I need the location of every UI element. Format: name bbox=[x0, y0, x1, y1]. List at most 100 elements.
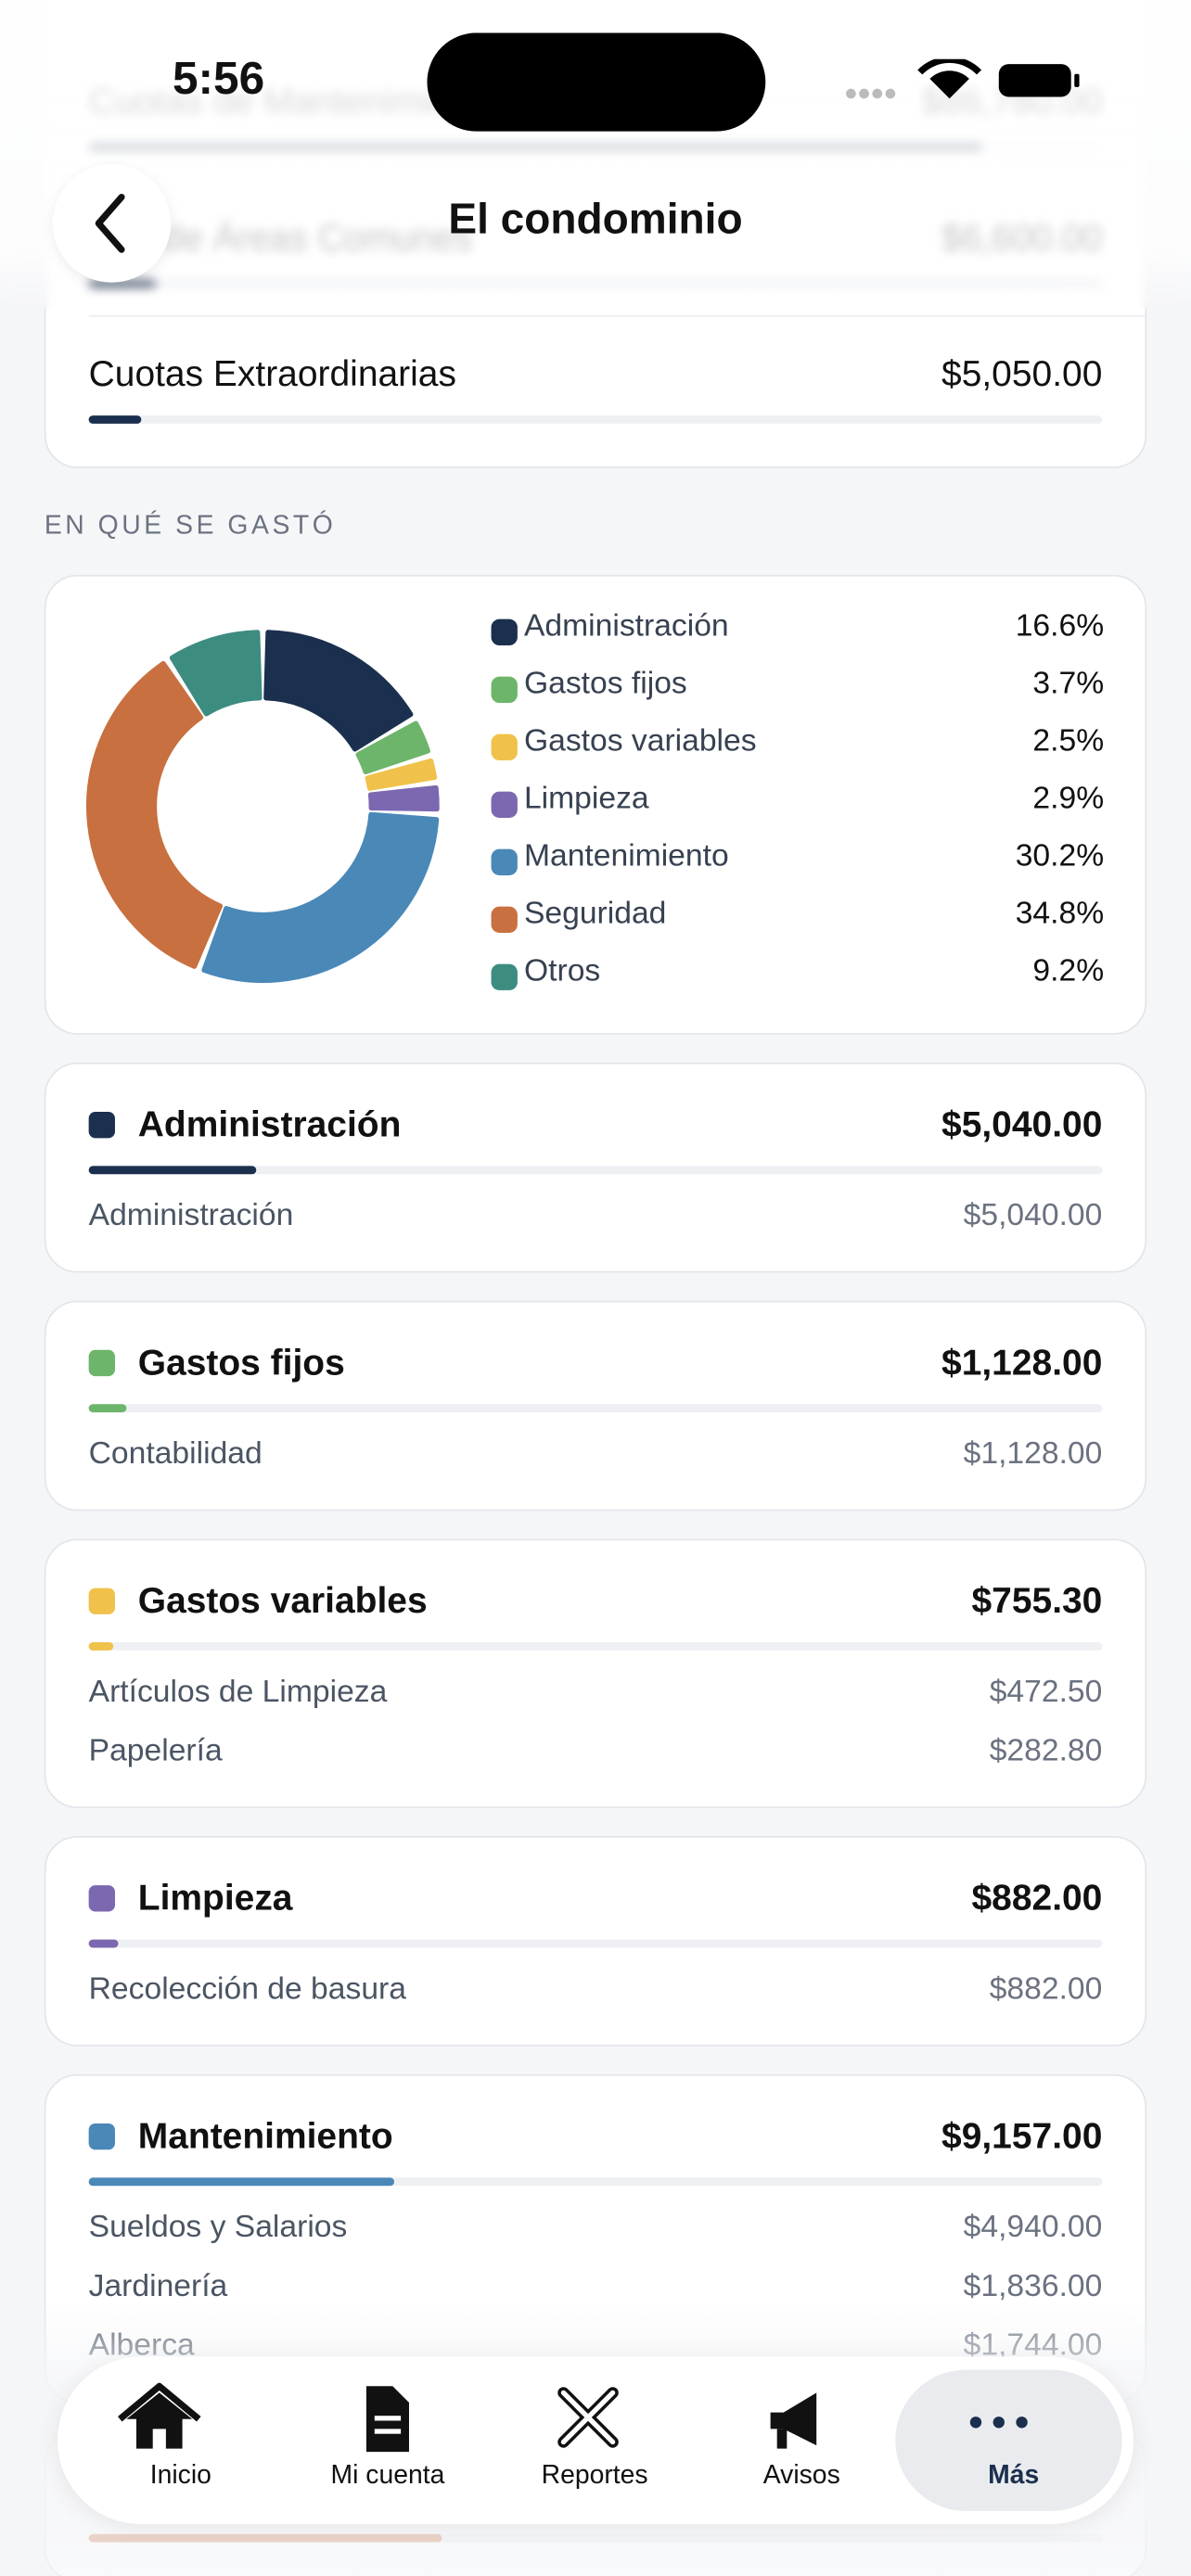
item-amount: $5,040.00 bbox=[963, 1198, 1103, 1234]
category-card: Administración $5,040.00 Administración $5,… bbox=[44, 1062, 1147, 1273]
legend-label: Administración bbox=[523, 609, 729, 644]
category-dot bbox=[88, 1588, 115, 1614]
header-title: El condominio bbox=[448, 193, 743, 244]
status-icons bbox=[846, 58, 1080, 99]
category-bar bbox=[88, 1642, 114, 1651]
category-dot bbox=[88, 1111, 115, 1139]
item-name: Contabilidad bbox=[88, 1436, 263, 1472]
item-row: Sueldos y Salarios $4,940.00 bbox=[89, 2204, 1103, 2253]
tab[interactable]: Reportes bbox=[492, 2356, 698, 2524]
item-name: Administración bbox=[88, 1198, 294, 1234]
tab-label: Avisos bbox=[762, 2461, 840, 2490]
tab[interactable]: Inicio bbox=[77, 2356, 284, 2524]
dynamic-island bbox=[427, 32, 766, 132]
legend: Administración 16.6% Gastos fijos 3.7% Gasto… bbox=[473, 577, 1104, 1037]
item-amount: $1,836.00 bbox=[963, 2269, 1103, 2304]
legend-swatch bbox=[491, 963, 518, 990]
category-bar bbox=[88, 2177, 395, 2187]
item-row: Papelería $282.80 bbox=[89, 1728, 1103, 1777]
category-dot bbox=[88, 1349, 115, 1377]
category-header: Administración $5,040.00 bbox=[138, 1101, 1103, 1150]
item-name: Artículos de Limpieza bbox=[88, 1675, 388, 1710]
category-name: Gastos fijos bbox=[137, 1341, 345, 1384]
category-total: $755.30 bbox=[971, 1579, 1103, 1622]
category-header: Limpieza $882.00 bbox=[138, 1874, 1103, 1923]
category-bar bbox=[88, 1404, 127, 1413]
legend-swatch bbox=[491, 848, 518, 875]
category-track bbox=[88, 1939, 1103, 1948]
item-amount: $282.80 bbox=[989, 1734, 1103, 1769]
income-bar bbox=[88, 415, 141, 424]
legend-swatch bbox=[491, 618, 518, 646]
back-button[interactable] bbox=[52, 164, 172, 283]
legend-value: 2.5% bbox=[1032, 724, 1105, 759]
category-total: $882.00 bbox=[971, 1877, 1103, 1919]
donut-segment bbox=[263, 630, 414, 752]
tab-icon bbox=[118, 2382, 201, 2449]
item-row: Administración $5,040.00 bbox=[89, 1192, 1103, 1242]
donut-segment bbox=[367, 784, 440, 812]
item-amount: $882.00 bbox=[989, 1972, 1103, 2008]
tab-icon bbox=[969, 2417, 1028, 2429]
income-amount: $5,050.00 bbox=[941, 352, 1103, 395]
donut-segment bbox=[86, 660, 224, 969]
donut-segment bbox=[201, 811, 440, 983]
category-track bbox=[88, 2177, 1103, 2187]
legend-value: 30.2% bbox=[1015, 838, 1105, 874]
category-card: Gastos fijos $1,128.00 Contabilidad $1,128.… bbox=[44, 1300, 1147, 1511]
tab-icon bbox=[557, 2387, 619, 2448]
category-header: Mantenimiento $9,157.00 bbox=[138, 2112, 1103, 2162]
category-card: Limpieza $882.00 Recolección de basura $882… bbox=[44, 1836, 1147, 2047]
tab[interactable]: Más bbox=[895, 2369, 1122, 2511]
legend-value: 3.7% bbox=[1032, 667, 1105, 702]
donut-chart bbox=[86, 630, 440, 983]
legend-label: Gastos fijos bbox=[523, 667, 687, 702]
income-row: Cuotas Extraordinarias $5,050.00 bbox=[89, 350, 1103, 399]
tab-label: Mi cuenta bbox=[330, 2461, 445, 2490]
legend-value: 9.2% bbox=[1032, 953, 1105, 989]
legend-value: 16.6% bbox=[1015, 609, 1105, 644]
category-bar bbox=[88, 1939, 119, 1948]
category-card: Gastos variables $755.30 Artículos de Limp… bbox=[44, 1538, 1147, 1808]
status-time: 5:56 bbox=[172, 52, 265, 104]
donut-segment bbox=[365, 758, 438, 791]
tab-bar: Inicio Mi cuenta Reportes Avisos Más bbox=[57, 2356, 1134, 2525]
category-header: Gastos variables $755.30 bbox=[138, 1576, 1103, 1626]
legend-swatch bbox=[491, 733, 518, 760]
category-track bbox=[88, 1166, 1103, 1175]
legend-swatch bbox=[491, 791, 518, 818]
tab-label: Inicio bbox=[149, 2461, 211, 2490]
category-name: Limpieza bbox=[137, 1877, 293, 1919]
category-total: $1,128.00 bbox=[941, 1341, 1103, 1384]
legend-swatch bbox=[491, 676, 518, 704]
category-name: Gastos variables bbox=[137, 1579, 428, 1622]
category-header: Gastos fijos $1,128.00 bbox=[138, 1338, 1103, 1387]
back-icon bbox=[95, 193, 125, 253]
category-dot bbox=[88, 1885, 115, 1912]
category-dot bbox=[88, 2123, 115, 2150]
donut-segment bbox=[355, 721, 430, 775]
legend-label: Gastos variables bbox=[523, 724, 757, 759]
category-total: $5,040.00 bbox=[941, 1103, 1103, 1145]
category-bar bbox=[88, 1166, 258, 1175]
income-name: Cuotas Extraordinarias bbox=[88, 352, 456, 395]
tab[interactable]: Avisos bbox=[698, 2356, 905, 2524]
item-row: Contabilidad $1,128.00 bbox=[89, 1431, 1103, 1480]
item-row: Jardinería $1,836.00 bbox=[89, 2263, 1103, 2312]
legend-label: Otros bbox=[523, 953, 601, 989]
item-name: Sueldos y Salarios bbox=[88, 2210, 348, 2246]
tab-icon bbox=[770, 2392, 817, 2449]
legend-value: 2.9% bbox=[1032, 782, 1105, 817]
legend-swatch bbox=[491, 906, 518, 933]
item-amount: $472.50 bbox=[989, 1675, 1103, 1710]
item-row: Recolección de basura $882.00 bbox=[89, 1966, 1103, 2015]
category-total: $9,157.00 bbox=[941, 2115, 1103, 2157]
tab[interactable]: Mi cuenta bbox=[284, 2356, 491, 2524]
item-name: Jardinería bbox=[88, 2269, 228, 2304]
category-name: Administración bbox=[137, 1103, 402, 1145]
category-name: Mantenimiento bbox=[137, 2115, 393, 2157]
legend-label: Seguridad bbox=[523, 896, 667, 932]
category-track bbox=[88, 1642, 1103, 1651]
